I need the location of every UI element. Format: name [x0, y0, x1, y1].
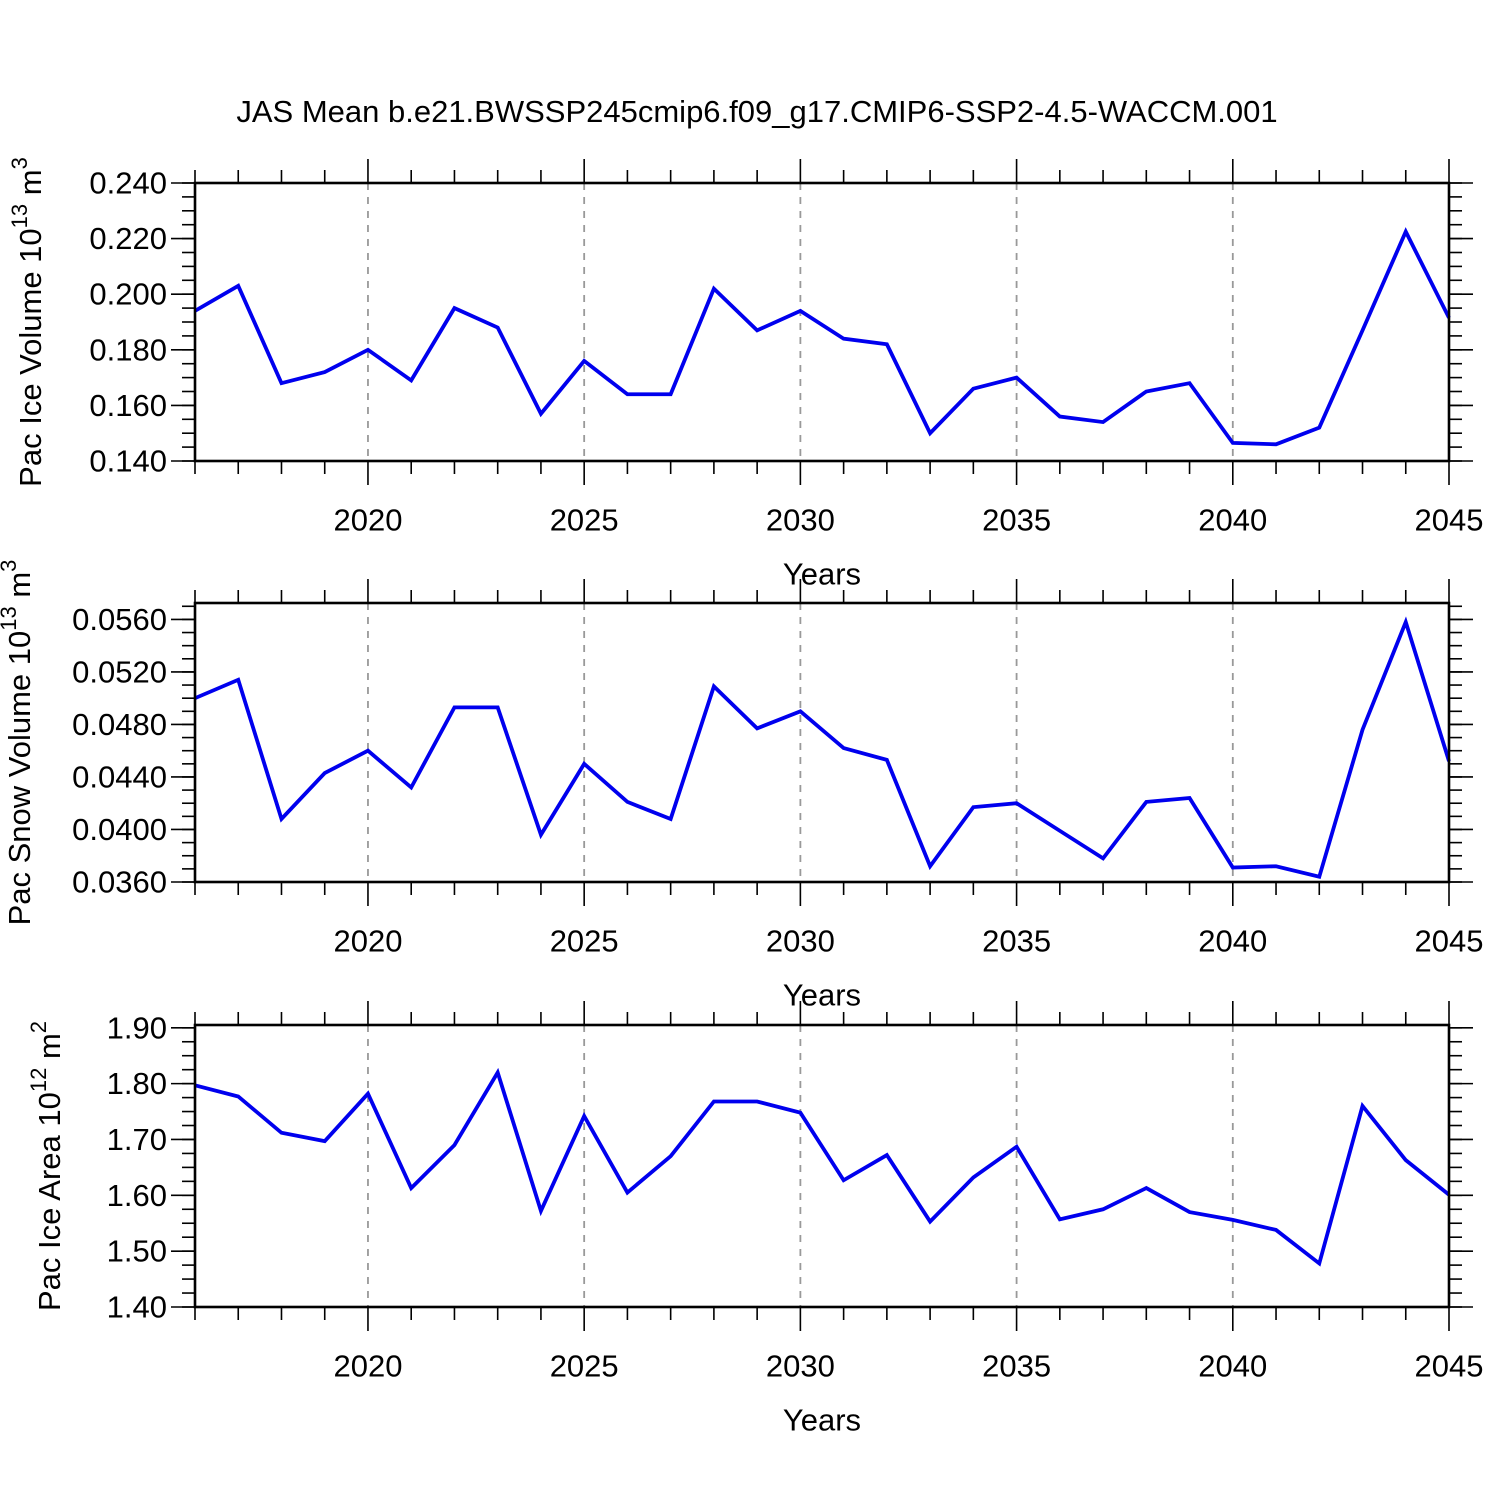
plot-border	[193, 601, 1451, 884]
x-tick-label: 2025	[550, 503, 619, 538]
x-tick-label: 2045	[1415, 1349, 1484, 1384]
y-tick-label: 0.0440	[72, 759, 167, 794]
y-tick-label: 1.50	[107, 1234, 167, 1269]
y-tick-label: 0.240	[89, 166, 167, 201]
y-tick-label: 0.0520	[72, 654, 167, 689]
x-axis-title: Years	[783, 1403, 861, 1438]
data-line-pac-ice-area	[194, 1067, 1451, 1267]
y-tick-label: 1.80	[107, 1066, 167, 1101]
y-tick-label: 0.220	[89, 221, 167, 256]
ticks	[171, 159, 1473, 485]
y-tick-label: 1.60	[107, 1178, 167, 1213]
x-tick-label: 2040	[1198, 503, 1267, 538]
x-tick-label: 2020	[333, 1349, 402, 1384]
x-tick-label: 2030	[766, 1349, 835, 1384]
data-line-pac-snow-volume	[194, 616, 1451, 880]
x-tick-label: 2045	[1415, 924, 1484, 959]
x-tick-label: 2025	[550, 1349, 619, 1384]
x-tick-label: 2035	[982, 1349, 1051, 1384]
x-axis-title: Years	[783, 978, 861, 1013]
data-line-pac-ice-volume	[194, 227, 1451, 447]
chart-pac-ice-area: 1.90 1.80 1.70 1.60 1.50 1.40 2020 2025 2030 2035…	[26, 1001, 1484, 1438]
x-axis-title: Years	[783, 557, 861, 592]
x-tick-label: 2025	[550, 924, 619, 959]
y-tick-label: 0.0480	[72, 707, 167, 742]
y-tick-label: 0.180	[89, 332, 167, 367]
plot-border	[193, 1023, 1451, 1309]
y-tick-label: 0.0560	[72, 602, 167, 637]
x-tick-label: 2020	[333, 924, 402, 959]
ticks	[171, 579, 1473, 906]
y-tick-label: 0.140	[89, 444, 167, 479]
x-tick-label: 2035	[982, 503, 1051, 538]
y-tick-label: 1.40	[107, 1290, 167, 1325]
y-tick-label: 0.200	[89, 277, 167, 312]
chart-pac-ice-volume: 0.240 0.220 0.200 0.180 0.160 0.140 2020 2025 20…	[7, 157, 1484, 591]
y-axis-title: Pac Ice Volume 1013 m3	[7, 157, 48, 487]
ticks	[171, 1001, 1473, 1331]
x-tick-label: 2035	[982, 924, 1051, 959]
gridlines	[367, 183, 1450, 461]
gridlines	[367, 1025, 1450, 1307]
y-tick-label: 1.70	[107, 1122, 167, 1157]
y-tick-label: 0.160	[89, 388, 167, 423]
x-tick-label: 2040	[1198, 1349, 1267, 1384]
y-tick-label: 0.0400	[72, 812, 167, 847]
x-tick-label: 2045	[1415, 503, 1484, 538]
figure-title: JAS Mean b.e21.BWSSP245cmip6.f09_g17.CMI…	[236, 94, 1277, 129]
y-axis-title: Pac Snow Volume 1013 m3	[0, 560, 37, 926]
y-axis-title: Pac Ice Area 1012 m2	[26, 1021, 67, 1311]
x-tick-label: 2030	[766, 503, 835, 538]
y-tick-label: 0.0360	[72, 865, 167, 900]
x-tick-label: 2040	[1198, 924, 1267, 959]
plot-border	[193, 181, 1451, 463]
y-tick-label: 1.90	[107, 1010, 167, 1045]
x-tick-label: 2030	[766, 924, 835, 959]
chart-pac-snow-volume: 0.0560 0.0520 0.0480 0.0440 0.0400 0.0360 2020…	[0, 560, 1483, 1013]
x-tick-label: 2020	[333, 503, 402, 538]
gridlines	[367, 603, 1450, 882]
